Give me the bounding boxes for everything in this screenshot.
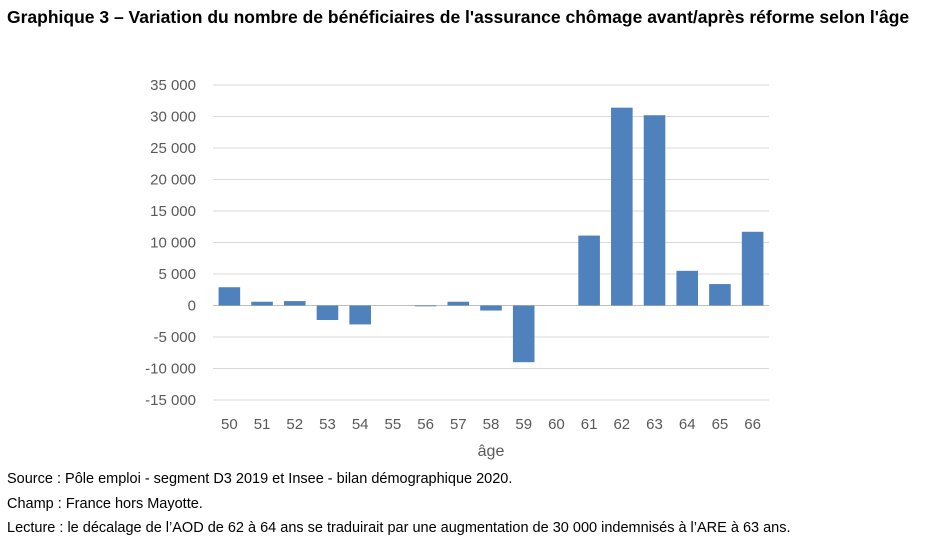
bar-61 — [578, 235, 600, 306]
y-tick-label: 20 000 — [150, 172, 196, 189]
bar-56 — [414, 305, 437, 307]
bar-50 — [218, 287, 241, 306]
y-tick-label: 0 — [188, 298, 196, 315]
x-tick-label: 61 — [581, 416, 598, 433]
bar-65 — [709, 284, 731, 306]
x-axis-label: âge — [478, 443, 505, 460]
x-tick-label: 64 — [679, 416, 696, 433]
bar-59 — [512, 305, 535, 363]
bar-chart: 35 000 30 000 25 000 20 000 15 000 10 000 5 00… — [145, 77, 769, 460]
bar-53 — [316, 305, 339, 320]
y-tick-label: 10 000 — [150, 235, 196, 252]
x-tick-label: 51 — [254, 416, 271, 433]
x-tick-label: 59 — [515, 416, 532, 433]
x-tick-label: 58 — [483, 416, 500, 433]
bar-64 — [676, 270, 699, 306]
bars — [218, 107, 764, 363]
x-tick-label: 66 — [744, 416, 761, 433]
bar-51 — [251, 301, 273, 306]
x-tick-label: 65 — [712, 416, 729, 433]
bar-58 — [480, 305, 502, 311]
x-tick-label: 54 — [352, 416, 369, 433]
scope-note: Champ : France hors Mayotte. — [7, 495, 203, 512]
bar-66 — [741, 231, 764, 306]
x-tick-label: 63 — [646, 416, 663, 433]
chart-notes: Source : Pôle emploi - segment D3 2019 e… — [7, 467, 937, 541]
bar-63 — [643, 115, 666, 306]
y-tick-label: 5 000 — [158, 266, 196, 283]
y-tick-label: 15 000 — [150, 203, 196, 220]
y-tick-label: 30 000 — [150, 109, 196, 126]
source-note: Source : Pôle emploi - segment D3 2019 e… — [7, 471, 513, 487]
bar-52 — [283, 301, 306, 306]
x-tick-label: 52 — [286, 416, 303, 433]
x-axis-tick-labels: 50 51 52 53 54 55 56 57 58 59 60 61 62 63 64 65 66 — [221, 416, 761, 433]
x-tick-label: 53 — [319, 416, 336, 433]
x-tick-label: 56 — [417, 416, 434, 433]
x-tick-label: 60 — [548, 416, 565, 433]
x-tick-label: 62 — [613, 416, 630, 433]
bar-54 — [349, 305, 371, 325]
x-tick-label: 55 — [385, 416, 402, 433]
y-tick-label: 25 000 — [150, 140, 196, 157]
gridlines — [213, 84, 769, 401]
bar-57 — [447, 301, 470, 306]
bar-62 — [611, 107, 633, 306]
y-tick-label: -10 000 — [145, 361, 196, 378]
chart-title: Graphique 3 – Variation du nombre de bén… — [7, 7, 910, 27]
reading-note: Lecture : le décalage de l’AOD de 62 à 6… — [7, 520, 791, 536]
y-tick-label: 35 000 — [150, 77, 196, 94]
x-tick-label: 50 — [221, 416, 238, 433]
y-tick-label: -15 000 — [145, 392, 196, 409]
x-tick-label: 57 — [450, 416, 467, 433]
y-tick-label: -5 000 — [153, 329, 196, 346]
y-axis-tick-labels: 35 000 30 000 25 000 20 000 15 000 10 000 5 00… — [145, 77, 196, 409]
